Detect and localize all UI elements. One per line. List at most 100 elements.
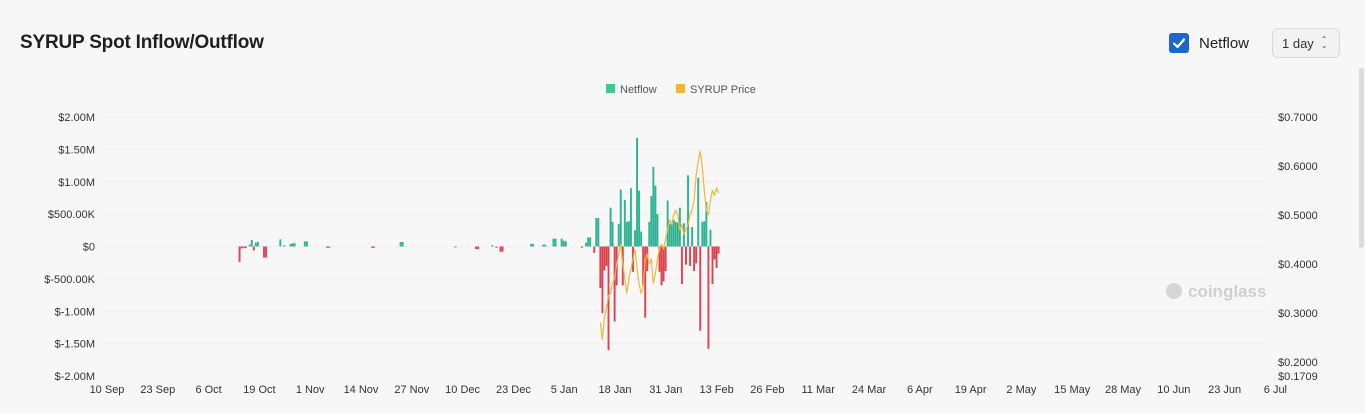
- netflow-bar: [674, 221, 677, 247]
- netflow-bar: [238, 246, 241, 263]
- netflow-bar: [715, 246, 718, 268]
- netflow-bar: [587, 237, 590, 247]
- x-tick-label: 23 Sep: [140, 384, 175, 396]
- netflow-bar: [664, 246, 667, 272]
- netflow-bar: [554, 238, 557, 247]
- y-left-tick-label: $-1.00M: [55, 306, 95, 318]
- y-left-tick-label: $2.00M: [58, 112, 95, 124]
- netflow-bar: [672, 219, 675, 247]
- x-tick-label: 15 May: [1054, 384, 1091, 396]
- page-scrollbar[interactable]: [1359, 68, 1364, 248]
- x-tick-label: 23 Jun: [1208, 384, 1241, 396]
- legend-label: SYRUP Price: [690, 84, 756, 96]
- y-right-tick-label: $0.3000: [1278, 308, 1318, 320]
- netflow-bar: [560, 238, 563, 247]
- x-tick-label: 2 May: [1006, 384, 1036, 396]
- netflow-bar: [532, 243, 535, 247]
- netflow-bar: [629, 188, 632, 247]
- netflow-bar: [401, 241, 404, 247]
- netflow-bar: [709, 229, 712, 247]
- x-tick-label: 6 Oct: [195, 384, 221, 396]
- netflow-bar: [676, 222, 679, 247]
- netflow-bar: [581, 246, 583, 248]
- netflow-bar: [644, 246, 647, 318]
- x-tick-label: 26 Feb: [750, 384, 784, 396]
- netflow-bar: [658, 246, 661, 272]
- netflow-bar: [599, 246, 602, 288]
- y-right-tick-label: $0.2000: [1278, 357, 1318, 369]
- legend-swatch: [676, 84, 685, 93]
- netflow-bar: [603, 246, 606, 271]
- netflow-bar: [254, 242, 257, 247]
- netflow-bar: [634, 230, 636, 247]
- coinglass-watermark: coinglass: [1188, 282, 1266, 301]
- x-tick-label: 11 Mar: [801, 384, 835, 396]
- netflow-bar: [680, 246, 683, 285]
- netflow-toggle[interactable]: Netflow: [1169, 33, 1249, 53]
- netflow-bar: [252, 246, 255, 251]
- x-tick-label: 31 Jan: [649, 384, 682, 396]
- x-tick-label: 23 Dec: [496, 384, 531, 396]
- netflow-bar: [399, 241, 402, 247]
- y-right-tick-label: $0.5000: [1278, 210, 1318, 222]
- y-left-tick-label: $-500.00K: [44, 274, 95, 286]
- netflow-bar: [454, 246, 457, 248]
- netflow-bar: [701, 221, 704, 247]
- netflow-bar: [646, 246, 649, 272]
- netflow-bar: [697, 177, 700, 247]
- netflow-bar: [542, 244, 545, 247]
- x-tick-label: 14 Nov: [344, 384, 379, 396]
- netflow-bar: [289, 243, 292, 247]
- y-left-tick-label: $-2.00M: [55, 371, 95, 383]
- netflow-bar: [248, 244, 251, 247]
- netflow-bar: [263, 246, 265, 258]
- netflow-bar: [623, 199, 626, 247]
- netflow-bar: [250, 240, 253, 247]
- x-tick-label: 19 Apr: [955, 384, 987, 396]
- netflow-bar: [303, 241, 306, 247]
- netflow-bar: [625, 221, 628, 247]
- netflow-bar: [595, 218, 598, 247]
- netflow-bar: [705, 201, 708, 247]
- netflow-bar: [499, 246, 502, 252]
- x-tick-label: 13 Feb: [699, 384, 733, 396]
- x-tick-label: 27 Nov: [394, 384, 429, 396]
- netflow-bar: [244, 246, 247, 249]
- x-tick-label: 19 Oct: [243, 384, 275, 396]
- netflow-bar: [501, 246, 504, 252]
- netflow-bar: [617, 223, 620, 247]
- netflow-bar: [699, 246, 702, 331]
- page-title: SYRUP Spot Inflow/Outflow: [20, 32, 264, 53]
- netflow-bar: [652, 166, 655, 247]
- netflow-bar: [717, 246, 720, 254]
- x-tick-label: 6 Apr: [907, 384, 933, 396]
- netflow-bar: [695, 246, 698, 264]
- netflow-bar: [589, 237, 592, 247]
- x-tick-label: 28 May: [1105, 384, 1142, 396]
- checkmark-icon: [1172, 38, 1186, 49]
- legend-label: Netflow: [620, 84, 657, 96]
- x-tick-label: 10 Sep: [90, 384, 125, 396]
- netflow-bar: [283, 245, 286, 247]
- netflow-bar: [654, 185, 657, 247]
- netflow-bar: [279, 239, 282, 247]
- legend-swatch: [606, 84, 615, 93]
- y-left-tick-label: $500.00K: [48, 209, 96, 221]
- netflow-bar: [373, 246, 376, 248]
- x-tick-label: 5 Jan: [551, 384, 578, 396]
- netflow-bar: [668, 223, 671, 247]
- netflow-bar: [475, 246, 477, 250]
- period-select[interactable]: 1 day ⌃ ⌄: [1272, 28, 1340, 58]
- netflow-bar: [619, 189, 622, 247]
- y-right-tick-label: $0.6000: [1278, 161, 1318, 173]
- netflow-bar: [291, 243, 294, 247]
- x-tick-label: 18 Jan: [598, 384, 631, 396]
- netflow-bar: [530, 243, 533, 247]
- netflow-bar: [328, 246, 331, 248]
- netflow-checkbox[interactable]: [1169, 33, 1189, 53]
- netflow-bar: [636, 137, 639, 247]
- period-select-label: 1 day: [1282, 35, 1314, 51]
- netflow-bar: [491, 245, 494, 247]
- netflow-bar: [650, 195, 653, 247]
